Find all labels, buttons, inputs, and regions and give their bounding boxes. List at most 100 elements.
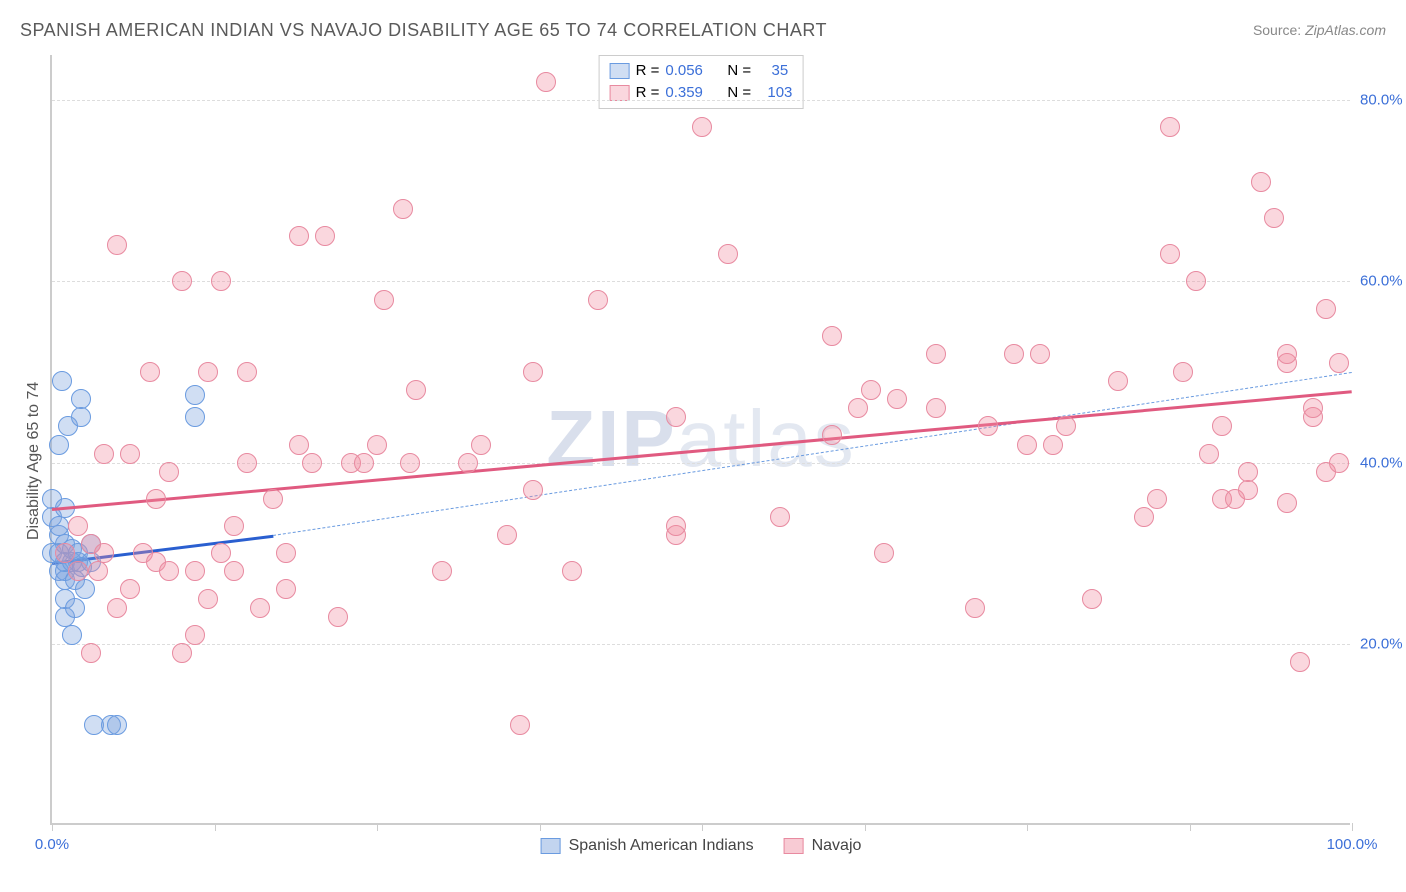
data-point	[71, 389, 91, 409]
data-point	[49, 435, 69, 455]
data-point	[276, 579, 296, 599]
legend-swatch-0	[541, 838, 561, 854]
y-tick-label: 40.0%	[1360, 454, 1406, 471]
data-point	[926, 398, 946, 418]
x-tick	[215, 823, 216, 831]
data-point	[1108, 371, 1128, 391]
stat-n-value-0: 35	[772, 60, 789, 82]
data-point	[185, 625, 205, 645]
data-point	[497, 525, 517, 545]
chart-title: SPANISH AMERICAN INDIAN VS NAVAJO DISABI…	[20, 20, 827, 41]
data-point	[1329, 453, 1349, 473]
data-point	[393, 199, 413, 219]
x-tick	[1027, 823, 1028, 831]
data-point	[367, 435, 387, 455]
data-point	[458, 453, 478, 473]
x-tick	[702, 823, 703, 831]
data-point	[1277, 493, 1297, 513]
series-legend: Spanish American Indians Navajo	[541, 837, 862, 855]
legend-swatch-1	[784, 838, 804, 854]
x-tick	[1190, 823, 1191, 831]
data-point	[185, 561, 205, 581]
x-tick	[865, 823, 866, 831]
x-tick	[377, 823, 378, 831]
data-point	[926, 344, 946, 364]
data-point	[68, 561, 88, 581]
data-point	[302, 453, 322, 473]
data-point	[354, 453, 374, 473]
source-name: ZipAtlas.com	[1305, 22, 1386, 38]
y-tick-label: 60.0%	[1360, 273, 1406, 290]
data-point	[328, 607, 348, 627]
gridline	[52, 100, 1350, 101]
data-point	[1056, 416, 1076, 436]
data-point	[523, 362, 543, 382]
data-point	[861, 380, 881, 400]
data-point	[562, 561, 582, 581]
data-point	[1173, 362, 1193, 382]
data-point	[400, 453, 420, 473]
data-point	[1316, 299, 1336, 319]
data-point	[822, 425, 842, 445]
data-point	[978, 416, 998, 436]
data-point	[159, 561, 179, 581]
data-point	[666, 407, 686, 427]
data-point	[523, 480, 543, 500]
x-tick	[1352, 823, 1353, 831]
data-point	[588, 290, 608, 310]
data-point	[68, 516, 88, 536]
x-tick	[52, 823, 53, 831]
data-point	[65, 598, 85, 618]
data-point	[71, 407, 91, 427]
data-point	[237, 453, 257, 473]
data-point	[1043, 435, 1063, 455]
data-point	[107, 235, 127, 255]
x-tick	[540, 823, 541, 831]
data-point	[374, 290, 394, 310]
stat-r-label: R =	[636, 60, 660, 82]
data-point	[55, 543, 75, 563]
y-tick-label: 20.0%	[1360, 635, 1406, 652]
data-point	[1329, 353, 1349, 373]
data-point	[94, 543, 114, 563]
data-point	[1290, 652, 1310, 672]
data-point	[770, 507, 790, 527]
data-point	[198, 362, 218, 382]
data-point	[1147, 489, 1167, 509]
gridline	[52, 281, 1350, 282]
data-point	[211, 271, 231, 291]
data-point	[107, 598, 127, 618]
data-point	[159, 462, 179, 482]
data-point	[1160, 244, 1180, 264]
data-point	[1212, 416, 1232, 436]
data-point	[62, 625, 82, 645]
data-point	[185, 407, 205, 427]
data-point	[1186, 271, 1206, 291]
data-point	[510, 715, 530, 735]
data-point	[263, 489, 283, 509]
data-point	[1017, 435, 1037, 455]
data-point	[211, 543, 231, 563]
data-point	[692, 117, 712, 137]
data-point	[198, 589, 218, 609]
data-point	[224, 516, 244, 536]
legend-label-0: Spanish American Indians	[569, 837, 754, 855]
data-point	[237, 362, 257, 382]
data-point	[289, 226, 309, 246]
trend-line	[273, 372, 1352, 536]
legend-item-0: Spanish American Indians	[541, 837, 754, 855]
data-point	[81, 643, 101, 663]
stat-n-label: N =	[727, 60, 751, 82]
data-point	[88, 561, 108, 581]
data-point	[887, 389, 907, 409]
data-point	[848, 398, 868, 418]
data-point	[718, 244, 738, 264]
data-point	[536, 72, 556, 92]
data-point	[140, 362, 160, 382]
x-tick-label: 100.0%	[1327, 836, 1378, 853]
data-point	[1251, 172, 1271, 192]
data-point	[1030, 344, 1050, 364]
data-point	[52, 371, 72, 391]
data-point	[1134, 507, 1154, 527]
gridline	[52, 644, 1350, 645]
